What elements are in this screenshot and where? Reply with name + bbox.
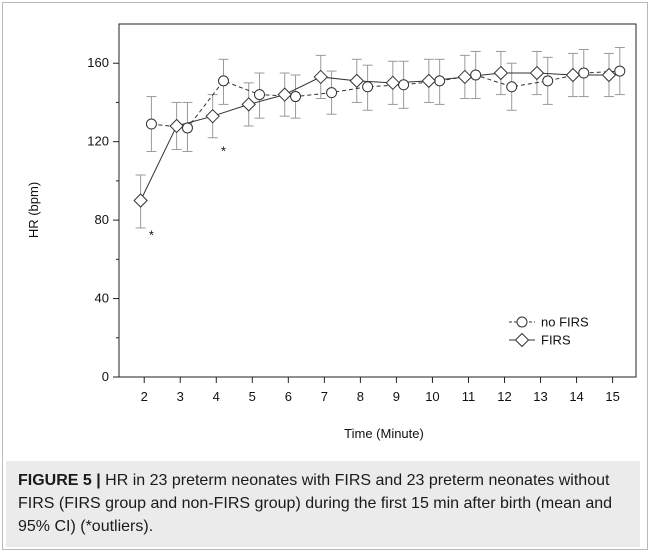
circle-marker: [434, 75, 446, 87]
circle-marker: [217, 75, 229, 87]
circle-marker: [470, 69, 482, 81]
diamond-marker: [601, 67, 617, 83]
error-bars: [135, 47, 625, 229]
diamond-marker: [385, 75, 401, 91]
circle-marker: [181, 122, 193, 134]
x-tick-label: 9: [393, 389, 400, 404]
diamond-marker: [169, 118, 184, 134]
series-line-diamond: [140, 72, 609, 201]
diamond-marker: [205, 108, 220, 124]
diamond-marker: [565, 67, 581, 83]
x-tick-label: 6: [285, 389, 292, 404]
diamond-marker: [457, 69, 473, 85]
x-tick-label: 13: [533, 389, 547, 404]
x-tick-label: 2: [141, 389, 148, 404]
y-tick-label: 120: [87, 134, 109, 149]
x-tick-label: 14: [569, 389, 583, 404]
y-tick-label: 160: [87, 55, 109, 70]
circle-marker: [506, 81, 518, 93]
legend-diamond-icon: [514, 332, 530, 348]
x-tick-label: 7: [321, 389, 328, 404]
circle-marker: [326, 87, 338, 99]
diamond-marker: [241, 97, 256, 112]
x-tick-label: 4: [213, 389, 220, 404]
x-axis-label: Time (Minute): [344, 426, 424, 441]
circle-marker: [398, 79, 410, 91]
circle-marker: [578, 67, 590, 79]
x-tick-label: 11: [462, 389, 476, 404]
outlier-annotation: *: [221, 143, 226, 158]
legend-label: FIRS: [541, 333, 571, 348]
x-tick-label: 8: [357, 389, 364, 404]
circle-marker: [145, 118, 157, 130]
y-axis-label: HR (bpm): [26, 182, 41, 238]
circle-marker: [542, 75, 554, 87]
circle-marker: [362, 81, 374, 93]
y-tick-label: 0: [102, 369, 109, 384]
legend-circle-icon: [516, 316, 528, 328]
axes: 0 40 80 120 160 2 3 4 5 6 7 8 9 10 11 12 13 14 15: [87, 23, 637, 404]
plot-frame: [118, 23, 637, 378]
x-tick-label: 15: [605, 389, 619, 404]
figure-caption: FIGURE 5 | HR in 23 preterm neonates wit…: [6, 461, 640, 547]
annotations: **: [149, 143, 226, 242]
x-tick-label: 5: [249, 389, 256, 404]
x-tick-label: 12: [497, 389, 511, 404]
legend: no FIRS FIRS: [509, 315, 589, 348]
series-markers: [133, 65, 626, 208]
x-tick-label: 10: [425, 389, 439, 404]
caption-text: HR in 23 preterm neonates with FIRS and …: [18, 472, 613, 535]
series-line-circle: [151, 70, 620, 129]
diamond-marker: [529, 65, 545, 81]
outlier-annotation: *: [149, 228, 154, 243]
y-tick-label: 80: [95, 212, 109, 227]
diamond-marker: [421, 73, 437, 89]
diamond-marker: [277, 87, 292, 102]
diamond-marker: [349, 73, 364, 89]
circle-marker: [254, 89, 266, 101]
diamond-marker: [493, 65, 509, 81]
x-tick-label: 3: [177, 389, 184, 404]
circle-marker: [290, 91, 302, 103]
y-tick-label: 40: [95, 291, 109, 306]
diamond-marker: [133, 193, 148, 208]
legend-label: no FIRS: [541, 315, 589, 330]
circle-marker: [614, 65, 626, 77]
diamond-marker: [313, 69, 328, 85]
caption-label: FIGURE 5 |: [18, 472, 101, 489]
